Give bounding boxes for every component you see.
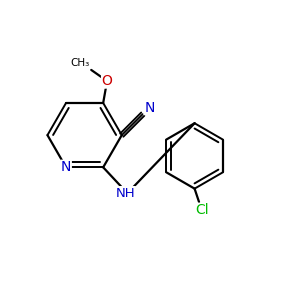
Text: CH₃: CH₃ [70,58,90,68]
Text: NH: NH [116,187,135,200]
Text: O: O [102,74,112,88]
Text: Cl: Cl [195,203,209,217]
Text: N: N [144,100,154,115]
Text: N: N [61,160,71,174]
